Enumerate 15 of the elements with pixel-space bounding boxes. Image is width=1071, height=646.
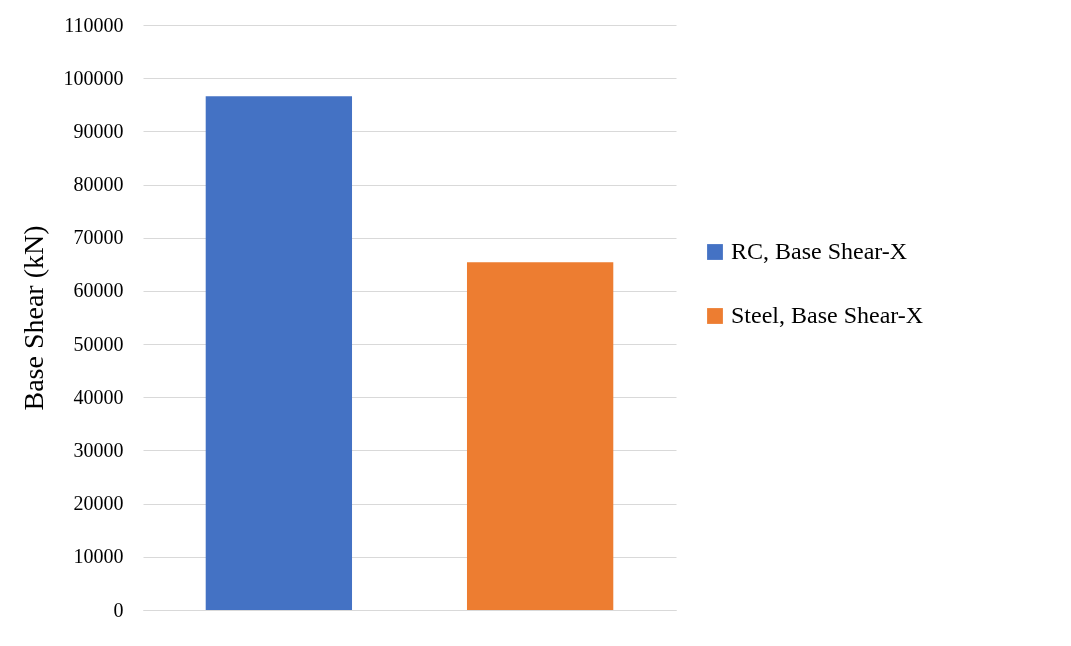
y-tick-label: 40000	[73, 385, 124, 408]
y-tick-label: 60000	[73, 279, 124, 302]
y-tick-label: 90000	[73, 119, 124, 142]
legend-label: RC, Base Shear-X	[731, 238, 908, 264]
legend-label: Steel, Base Shear-X	[731, 302, 924, 328]
y-tick-label: 0	[113, 598, 124, 621]
y-tick-label: 100000	[63, 66, 124, 89]
y-tick-label: 10000	[73, 545, 124, 568]
y-axis-title: Base Shear (kN)	[17, 225, 49, 411]
y-tick-label: 80000	[73, 173, 124, 196]
y-tick-label: 70000	[73, 226, 124, 249]
y-tick-label: 110000	[64, 13, 124, 36]
y-tick-label: 30000	[73, 438, 124, 461]
y-tick-label: 20000	[73, 492, 124, 515]
y-tick-label: 50000	[73, 332, 124, 355]
